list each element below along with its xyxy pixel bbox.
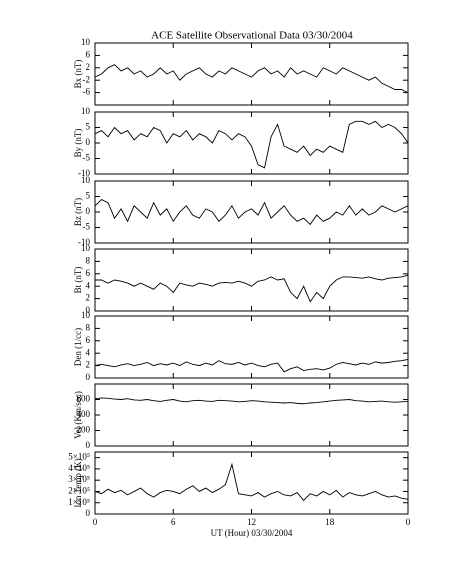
y-tick-label: 2 [86,360,91,370]
y-tick-label: 2×10⁵ [68,486,90,496]
y-tick-label: 6 [86,268,91,278]
chart-title: ACE Satellite Observational Data 03/30/2… [151,30,353,42]
y-tick-label: 10 [81,37,91,47]
y-tick-label: 8 [86,255,91,265]
y-tick-label: 10 [81,106,91,116]
y-axis-label: Vel (Km/sec) [73,391,83,439]
data-line [94,358,409,373]
plot-frame [94,383,409,447]
y-tick-label: 0 [86,137,91,147]
y-tick-label: 2 [86,62,91,72]
y-axis-label: Ion Temp (K) [73,458,83,507]
y-tick-label: 400 [77,409,91,419]
y-tick-label: 6 [86,335,91,345]
y-tick-label: -5 [83,222,91,232]
y-tick-label: 0 [86,440,91,450]
y-tick-label: 0 [86,206,91,216]
y-tick-label: 2 [86,293,91,303]
y-tick-label: 5×10⁵ [68,452,90,462]
x-tick-label: 0 [93,517,98,527]
x-tick-label: 12 [247,517,256,527]
y-tick-label: -2 [83,74,91,84]
x-axis-label: UT (Hour) 03/30/2004 [211,528,293,538]
y-tick-label: 200 [77,425,91,435]
data-line [94,199,409,226]
y-tick-label: 0 [86,305,91,315]
plot-frame [94,315,409,379]
y-tick-label: 600 [77,394,91,404]
y-tick-label: 4 [86,347,91,357]
y-tick-label: 1×10⁵ [68,497,90,507]
y-tick-label: 8 [86,322,91,332]
y-tick-label: 0 [86,508,91,518]
data-line [94,462,409,502]
plot-frame [94,248,409,312]
data-line [94,64,409,94]
x-tick-label: 0 [406,517,411,527]
y-tick-label: -6 [83,87,91,97]
y-tick-label: 10 [81,243,91,253]
y-tick-label: -5 [83,153,91,163]
y-tick-label: 5 [86,191,91,201]
y-axis-label: Bt (nT) [73,267,83,294]
y-axis-label: Den (1/cc) [73,328,83,366]
y-tick-label: 3×10⁵ [68,474,90,484]
data-line [94,397,409,405]
plot-frame [94,451,409,515]
y-axis-label: Bx (nT) [73,60,83,89]
y-tick-label: -10 [78,237,90,247]
y-tick-label: 0 [86,372,91,382]
y-tick-label: 5 [86,122,91,132]
y-axis-label: By (nT) [73,129,83,158]
x-tick-label: 18 [325,517,335,527]
plot-frame [94,180,409,244]
y-tick-label: 10 [81,310,91,320]
plot-frame [94,42,409,106]
y-tick-label: 10 [81,175,91,185]
y-tick-label: 4×10⁵ [68,463,90,473]
y-axis-label: Bz (nT) [73,198,83,226]
y-tick-label: -10 [78,168,90,178]
data-line [94,120,409,169]
data-line [95,274,409,303]
y-tick-label: 4 [86,280,91,290]
y-tick-label: 6 [86,49,91,59]
x-tick-label: 6 [171,517,176,527]
